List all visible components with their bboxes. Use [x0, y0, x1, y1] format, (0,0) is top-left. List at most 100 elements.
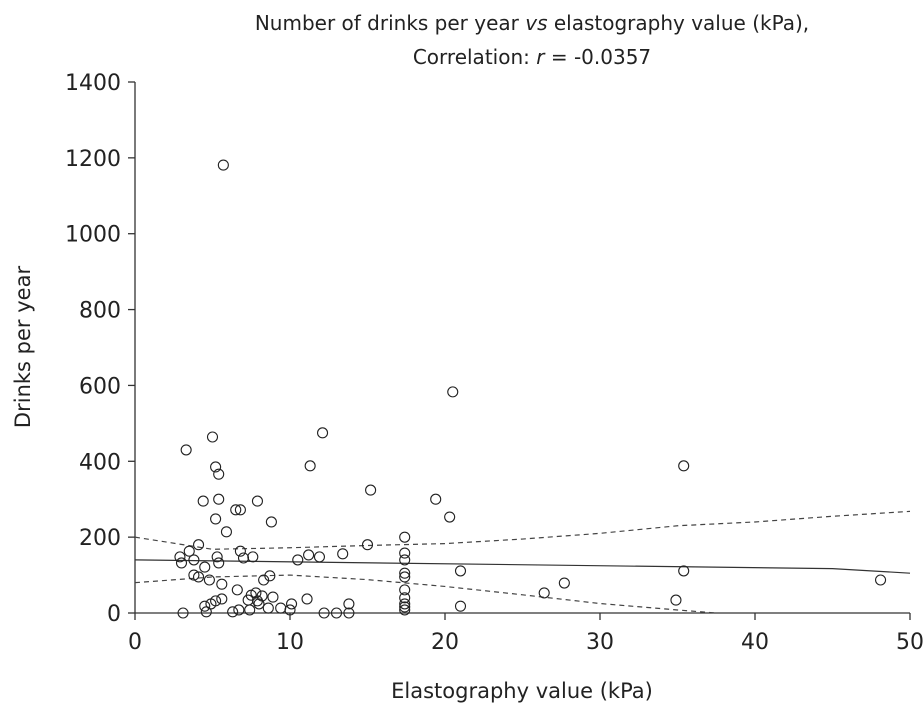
point [265, 516, 277, 528]
x-tick-label: 40 [741, 630, 769, 655]
point [200, 606, 212, 618]
point [337, 548, 349, 560]
y-tick-label: 800 [79, 299, 121, 324]
point [330, 607, 343, 619]
point [361, 539, 374, 551]
point [183, 545, 195, 557]
point [301, 593, 313, 605]
point [199, 561, 211, 573]
fit-line [134, 559, 911, 574]
point [399, 571, 411, 583]
point [213, 557, 225, 569]
point [399, 584, 411, 596]
point [454, 600, 467, 612]
point [231, 584, 243, 596]
point [193, 571, 205, 583]
title-part: r [536, 45, 546, 69]
point [399, 598, 411, 610]
point [678, 565, 690, 577]
point [233, 604, 245, 616]
y-tick-label: 1400 [65, 71, 121, 96]
point [199, 600, 211, 612]
point [264, 570, 276, 582]
x-axis-title: Elastography value (kPa) [391, 679, 653, 703]
point [670, 594, 682, 606]
point [316, 427, 329, 439]
point [188, 554, 200, 566]
title-part: vs [525, 11, 547, 35]
point [180, 444, 192, 456]
x-tick-label: 0 [128, 630, 142, 655]
point [444, 511, 456, 523]
point [216, 578, 228, 590]
point [197, 495, 209, 507]
y-axis-title: Drinks per year [11, 266, 35, 429]
point [210, 595, 222, 607]
x-tick-label: 30 [586, 630, 614, 655]
chart-title-line2: Correlation: r = -0.0357 [413, 45, 651, 69]
point [454, 565, 467, 577]
point [275, 602, 287, 614]
point [210, 513, 222, 525]
y-tick-label: 200 [79, 526, 121, 551]
point [216, 593, 228, 605]
point [430, 493, 442, 505]
point [267, 591, 279, 603]
point [253, 598, 265, 610]
point [250, 587, 262, 599]
y-tick-label: 1200 [65, 147, 121, 172]
point [220, 526, 232, 538]
point [318, 607, 330, 619]
point [365, 484, 377, 496]
y-tick-label: 600 [79, 374, 121, 399]
x-tick-label: 10 [276, 630, 304, 655]
point [213, 493, 225, 505]
point [206, 431, 219, 443]
title-part: elastography value (kPa), [554, 11, 809, 35]
point [247, 551, 259, 563]
point [447, 386, 459, 398]
point [399, 601, 411, 613]
point [343, 598, 355, 610]
point [193, 539, 205, 551]
point [678, 460, 690, 472]
title-part: Number of drinks per year [255, 11, 520, 35]
point [399, 531, 411, 543]
point [399, 554, 411, 566]
point [292, 554, 304, 566]
point [558, 577, 570, 589]
point [284, 604, 296, 616]
point [234, 545, 246, 557]
point [234, 504, 246, 516]
point [237, 552, 250, 564]
point [399, 592, 411, 604]
point [211, 551, 223, 563]
point [230, 504, 242, 516]
point [399, 567, 411, 579]
point [175, 557, 188, 569]
point [262, 602, 274, 614]
point [244, 604, 256, 616]
point [343, 607, 355, 619]
x-tick-label: 20 [431, 630, 459, 655]
ci-lower-line [134, 574, 717, 614]
title-part: = -0.0357 [551, 45, 651, 69]
y-tick-label: 0 [107, 602, 121, 627]
point [217, 159, 229, 171]
point [313, 551, 326, 563]
point [874, 574, 887, 586]
point [399, 604, 411, 616]
y-tick-label: 400 [79, 450, 121, 475]
y-tick-label: 1000 [65, 223, 121, 248]
point [177, 607, 189, 619]
point [213, 468, 225, 480]
ci-upper-line [134, 510, 911, 550]
point [188, 569, 200, 581]
point [210, 461, 222, 473]
point [304, 460, 316, 472]
chart-title-line1: Number of drinks per year vs elastograph… [255, 11, 809, 35]
x-tick-label: 50 [896, 630, 923, 655]
point [285, 598, 298, 610]
point [399, 547, 411, 559]
